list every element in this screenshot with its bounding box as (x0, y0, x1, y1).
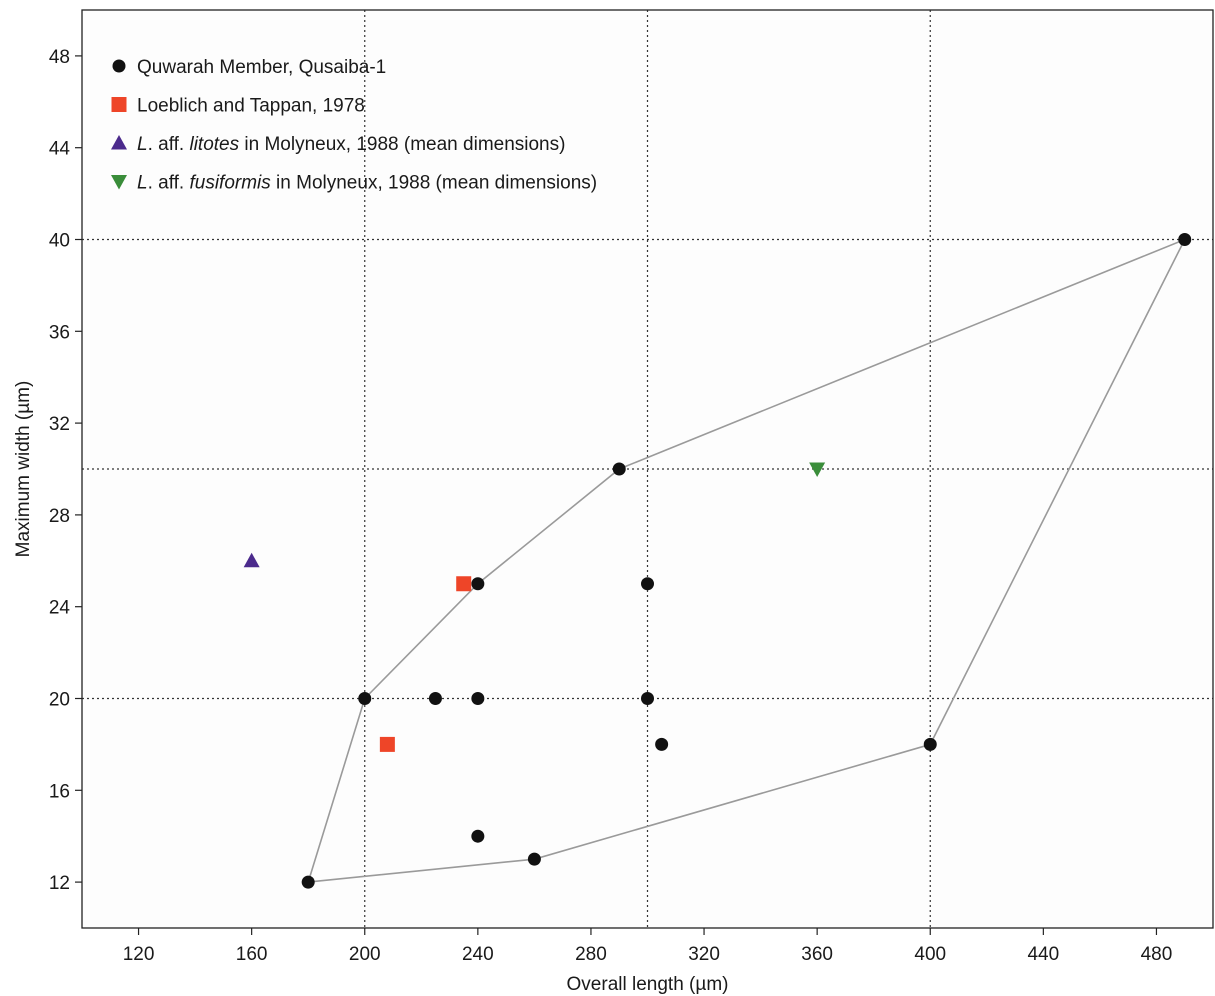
data-point-series-1 (655, 737, 669, 751)
x-axis-title: Overall length (µm) (567, 974, 729, 995)
legend-species: fusiformis (189, 173, 271, 194)
data-point-series-1 (471, 829, 485, 843)
legend-item-3: L. aff. litotes in Molyneux, 1988 (mean … (111, 134, 565, 155)
y-tick-label: 20 (49, 690, 70, 711)
legend-marker (111, 135, 127, 150)
legend-marker (112, 59, 126, 73)
x-axis-ticks: 120 160 200 240 280 320 360 400 440 480 (123, 928, 1173, 965)
y-tick-label: 36 (49, 322, 70, 343)
legend-prefix: . aff. (148, 173, 190, 194)
x-tick-label: 360 (801, 944, 833, 965)
legend-source: in Molyneux, 1988 (mean dimensions) (239, 134, 565, 155)
legend-label: Loeblich and Tappan, 1978 (137, 96, 365, 117)
x-tick-label: 480 (1141, 944, 1173, 965)
y-tick-label: 44 (49, 139, 71, 160)
legend-item-1: Quwarah Member, Qusaiba-1 (112, 57, 386, 78)
legend-genus: L (137, 134, 148, 155)
data-point-series-4 (809, 462, 826, 477)
data-point-series-1 (641, 692, 654, 705)
y-axis-ticks: 12 16 20 24 28 32 36 40 44 48 (49, 47, 82, 894)
y-tick-label: 48 (49, 47, 70, 68)
x-tick-label: 200 (349, 944, 381, 965)
data-point-series-1 (428, 692, 442, 705)
legend: Quwarah Member, Qusaiba-1 Loeblich and Ta… (111, 57, 597, 194)
data-points (243, 233, 1192, 889)
y-tick-label: 12 (49, 873, 70, 894)
plot-frame (81, 9, 1214, 929)
data-point-series-3 (243, 552, 260, 568)
legend-species: litotes (189, 134, 239, 155)
y-tick-label: 32 (49, 414, 70, 435)
y-tick-label: 24 (49, 598, 71, 619)
legend-marker (111, 97, 127, 112)
x-tick-label: 240 (462, 944, 494, 965)
data-point-series-1 (527, 852, 541, 866)
legend-marker (111, 175, 127, 190)
x-tick-label: 160 (236, 944, 268, 965)
data-point-series-2 (456, 576, 472, 592)
legend-genus: L (137, 173, 148, 194)
data-point-series-1 (358, 692, 372, 705)
legend-item-2: Loeblich and Tappan, 1978 (111, 96, 365, 117)
envelope-polygon (307, 237, 1187, 883)
x-tick-label: 120 (123, 944, 155, 965)
x-tick-label: 440 (1027, 944, 1059, 965)
data-point-series-1 (612, 462, 626, 476)
data-point-series-1 (301, 875, 315, 889)
data-point-series-1 (1178, 233, 1192, 246)
data-point-series-1 (923, 737, 937, 751)
data-point-series-1 (471, 692, 485, 705)
legend-label: L. aff. litotes in Molyneux, 1988 (mean … (137, 134, 565, 155)
y-axis-title: Maximum width (µm) (13, 381, 34, 558)
legend-label: L. aff. fusiformis in Molyneux, 1988 (me… (137, 173, 597, 194)
y-tick-label: 28 (49, 506, 70, 527)
data-point-series-1 (471, 577, 485, 591)
legend-item-4: L. aff. fusiformis in Molyneux, 1988 (me… (111, 173, 597, 194)
data-point-series-2 (379, 736, 395, 752)
legend-prefix: . aff. (148, 134, 190, 155)
x-tick-label: 400 (914, 944, 946, 965)
y-tick-label: 40 (49, 231, 70, 252)
x-tick-label: 320 (688, 944, 720, 965)
data-point-series-1 (641, 577, 654, 591)
x-tick-label: 280 (575, 944, 607, 965)
legend-source: in Molyneux, 1988 (mean dimensions) (271, 173, 597, 194)
legend-label: Quwarah Member, Qusaiba-1 (137, 57, 386, 78)
y-tick-label: 16 (49, 781, 70, 802)
